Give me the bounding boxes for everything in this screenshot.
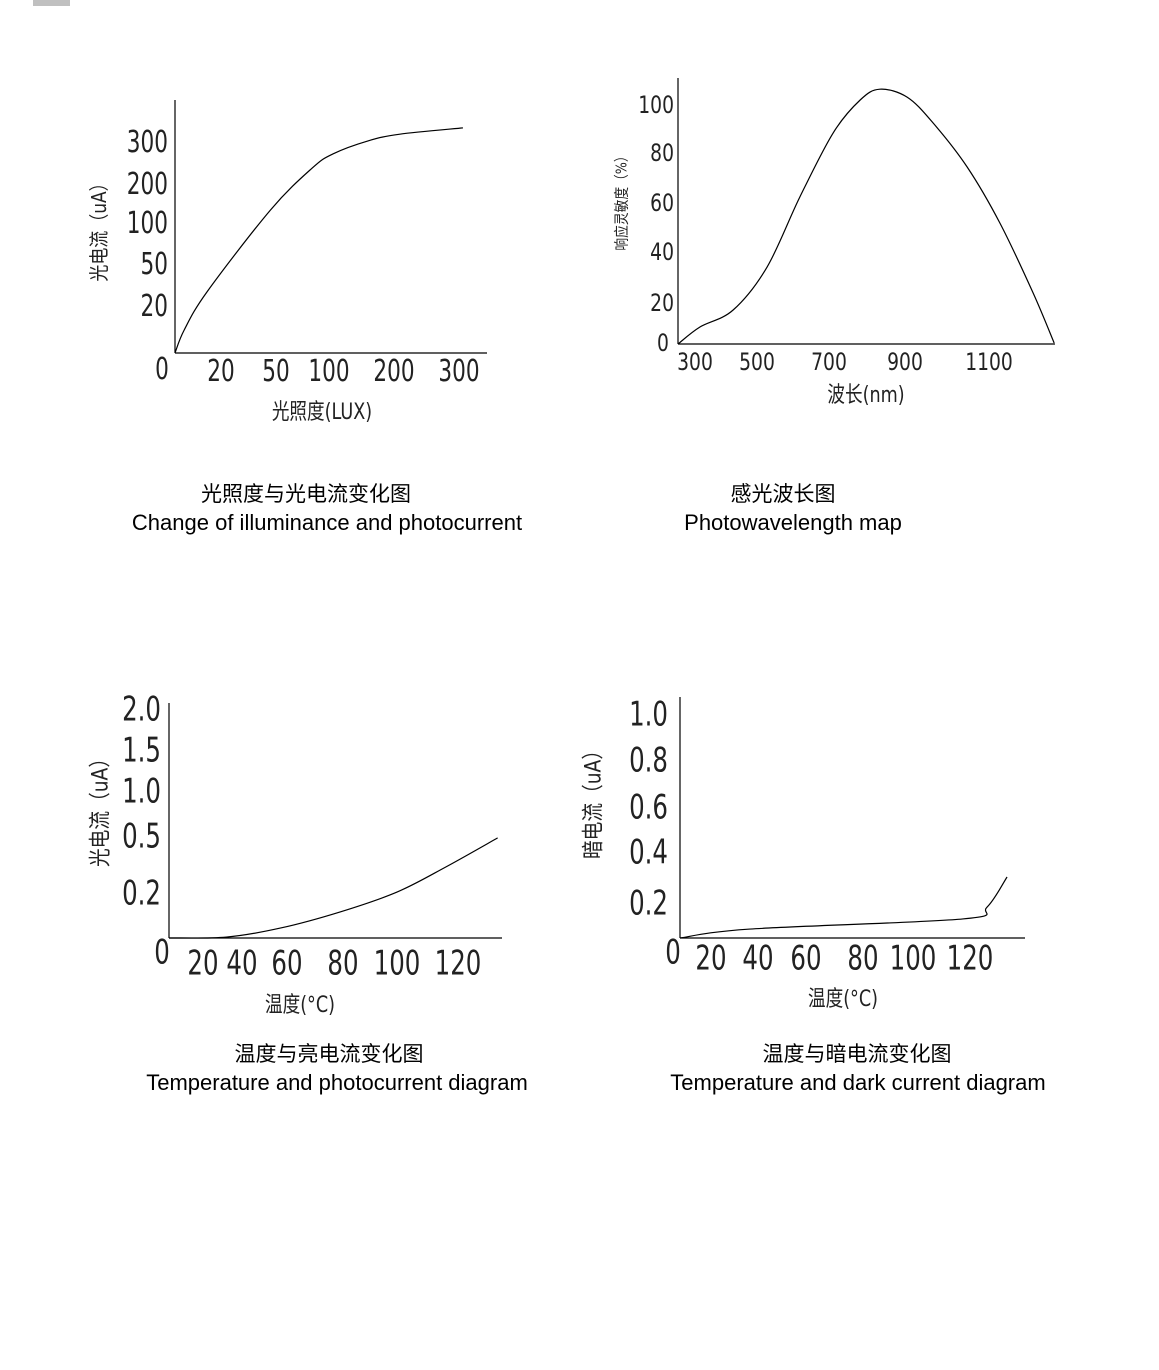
chart1-x-tick-label: 300 [438, 355, 479, 389]
chart3-x-tick-label: 60 [271, 943, 302, 982]
chart2-curve [677, 88, 1055, 345]
chart3-y-tick-label: 0.2 [122, 873, 161, 912]
chart3-x-tick-label: 120 [435, 943, 482, 982]
chart2-y-tick-label: 20 [650, 290, 674, 318]
chart3-title-zh: 温度与亮电流变化图 [234, 1042, 424, 1066]
chart1-x-axis-title: 光照度(LUX) [272, 399, 372, 424]
chart2-title-en: Photowavelength map [684, 510, 902, 535]
chart4-x-tick-label: 100 [890, 938, 937, 977]
chart3-x-tick-label: 20 [187, 943, 218, 982]
chart1-x-tick-label: 100 [308, 355, 349, 389]
chart4-y-tick-label: 0.2 [629, 883, 668, 922]
chart2-x-tick-label: 500 [739, 349, 775, 377]
chart4-y-tick-label: 0.6 [629, 787, 668, 826]
chart3-y-tick-label: 0 [154, 932, 170, 971]
chart2-y-tick-label: 80 [650, 140, 674, 168]
chart1-y-axis-title: 光电流（uA） [89, 174, 112, 281]
chart4-x-tick-label: 60 [790, 938, 821, 977]
chart3-x-axis-title: 温度(°C) [265, 992, 335, 1017]
chart1-y-tick-label: 100 [127, 207, 168, 241]
chart4-title-zh: 温度与暗电流变化图 [762, 1042, 952, 1066]
chart3-y-tick-label: 2.0 [122, 689, 161, 728]
chart1-title-zh: 光照度与光电流变化图 [201, 482, 411, 506]
chart3-y-axis-title: 光电流（uA） [87, 749, 113, 867]
chart4-x-axis-title: 温度(°C) [808, 986, 878, 1011]
chart2-x-tick-label: 1100 [965, 349, 1013, 377]
chart2-x-tick-label: 700 [811, 349, 847, 377]
chart4-y-tick-label: 0.8 [629, 740, 668, 779]
chart4-y-tick-label: 0.4 [629, 832, 668, 871]
chart4-y-tick-label: 1.0 [629, 694, 668, 733]
chart1-x-tick-label: 20 [207, 355, 234, 389]
chart2-x-tick-label: 300 [677, 349, 713, 377]
chart2-x-axis-title: 波长(nm) [827, 382, 904, 407]
chart1-y-tick-label: 50 [141, 248, 168, 282]
chart3-curve [168, 837, 498, 939]
chart4-title-en: Temperature and dark current diagram [670, 1070, 1046, 1095]
chart1-x-tick-label: 50 [262, 355, 289, 389]
chart4-x-tick-label: 80 [847, 938, 878, 977]
chart1-y-tick-label: 300 [127, 126, 168, 160]
chart1-x-tick-label: 200 [373, 355, 414, 389]
chart2-title-zh: 感光波长图 [730, 482, 836, 506]
chart1-title-en: Change of illuminance and photocurrent [131, 510, 523, 535]
chart3-x-tick-label: 40 [226, 943, 257, 982]
chart2-y-tick-label: 100 [638, 92, 674, 120]
chart4-x-tick-label: 40 [742, 938, 773, 977]
chart1-y-tick-label: 0 [155, 353, 169, 387]
chart1-y-tick-label: 20 [141, 290, 168, 324]
chart3-y-tick-label: 1.5 [122, 730, 161, 769]
chart2-y-tick-label: 40 [650, 239, 674, 267]
chart3-x-tick-label: 100 [374, 943, 421, 982]
chart4-x-tick-label: 20 [695, 938, 726, 977]
chart1-y-tick-label: 200 [127, 168, 168, 202]
chart2-y-axis-title: 响应灵敏度（%） [612, 149, 630, 250]
chart4-y-tick-label: 0 [665, 932, 681, 971]
chart3-y-tick-label: 0.5 [122, 816, 161, 855]
chart4-curve [679, 876, 1008, 939]
chart2-x-tick-label: 900 [887, 349, 923, 377]
chart2-y-tick-label: 60 [650, 190, 674, 218]
chart3-title-en: Temperature and photocurrent diagram [146, 1070, 528, 1095]
chart3-y-tick-label: 1.0 [122, 771, 161, 810]
chart4-x-tick-label: 120 [947, 938, 994, 977]
chart2-y-tick-label: 0 [657, 330, 669, 358]
chart3-x-tick-label: 80 [327, 943, 358, 982]
chart1-curve [174, 127, 463, 354]
chart4-y-axis-title: 暗电流（uA） [580, 741, 606, 859]
section-header-marker [33, 0, 70, 6]
